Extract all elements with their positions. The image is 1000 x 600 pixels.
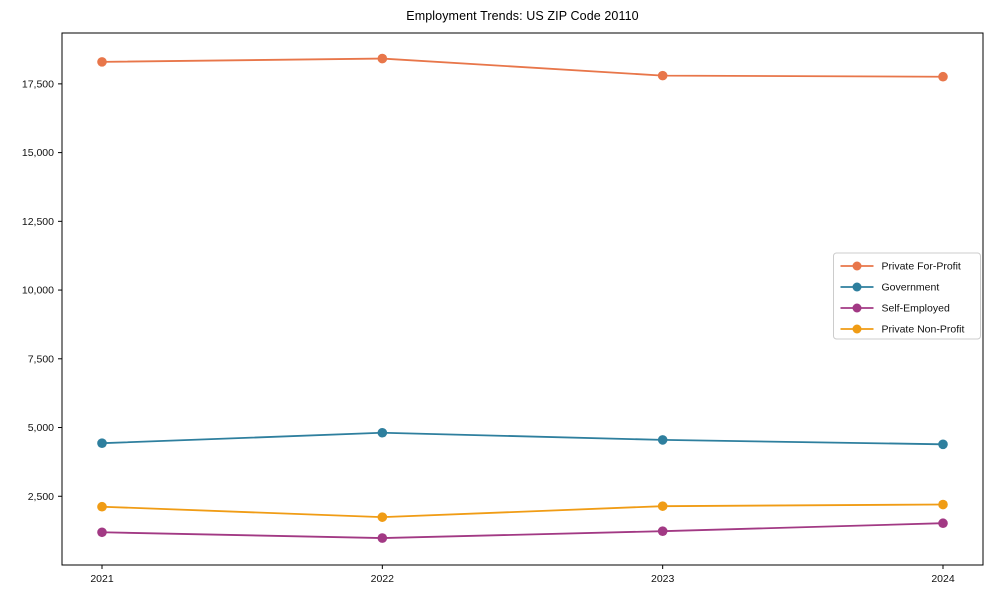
legend-entry: Self-Employed: [840, 303, 950, 315]
data-point-marker: [938, 71, 948, 82]
x-tick-label: 2023: [651, 573, 675, 585]
legend-marker: [852, 324, 862, 334]
y-tick-label: 17,500: [22, 78, 54, 90]
legend-entry: Private Non-Profit: [840, 324, 965, 336]
data-point-marker: [377, 533, 388, 543]
x-tick-label: 2024: [931, 573, 955, 585]
data-point-marker: [97, 501, 107, 512]
legend-entry: Private For-Profit: [840, 261, 961, 273]
legend-marker: [852, 261, 862, 271]
axes-frame: [61, 32, 984, 566]
data-point-marker: [938, 499, 948, 510]
series-line: [101, 57, 944, 78]
legend-box: [833, 252, 981, 340]
data-point-marker: [377, 53, 388, 64]
data-point-marker: [97, 438, 107, 449]
y-tick-label: 2,500: [28, 491, 54, 503]
data-point-marker: [657, 526, 668, 536]
data-point-marker: [657, 501, 668, 511]
legend-label: Private Non-Profit: [882, 324, 965, 336]
y-tick-label: 7,500: [28, 353, 54, 365]
series-line: [101, 431, 944, 446]
legend-marker: [852, 282, 862, 292]
chart-title: Employment Trends: US ZIP Code 20110: [406, 9, 639, 23]
x-tick-label: 2022: [371, 573, 395, 585]
data-point-marker: [938, 439, 948, 450]
legend-entry: Government: [840, 282, 940, 294]
legend-marker: [852, 303, 862, 313]
y-tick-label: 10,000: [22, 285, 54, 297]
data-point-marker: [657, 70, 668, 81]
legend-label: Private For-Profit: [882, 261, 961, 273]
y-tick-label: 15,000: [22, 147, 54, 159]
data-point-marker: [377, 427, 388, 438]
data-point-marker: [657, 435, 668, 445]
y-tick-label: 5,000: [28, 422, 54, 434]
data-point-marker: [97, 527, 107, 538]
x-tick-label: 2021: [90, 573, 114, 585]
data-point-marker: [97, 57, 107, 67]
legend-label: Government: [882, 282, 940, 294]
legend-label: Self-Employed: [882, 303, 950, 315]
series-line: [101, 503, 944, 519]
y-tick-label: 12,500: [22, 216, 54, 228]
data-point-marker: [938, 518, 948, 529]
series-line: [101, 522, 944, 539]
data-point-marker: [377, 512, 388, 522]
